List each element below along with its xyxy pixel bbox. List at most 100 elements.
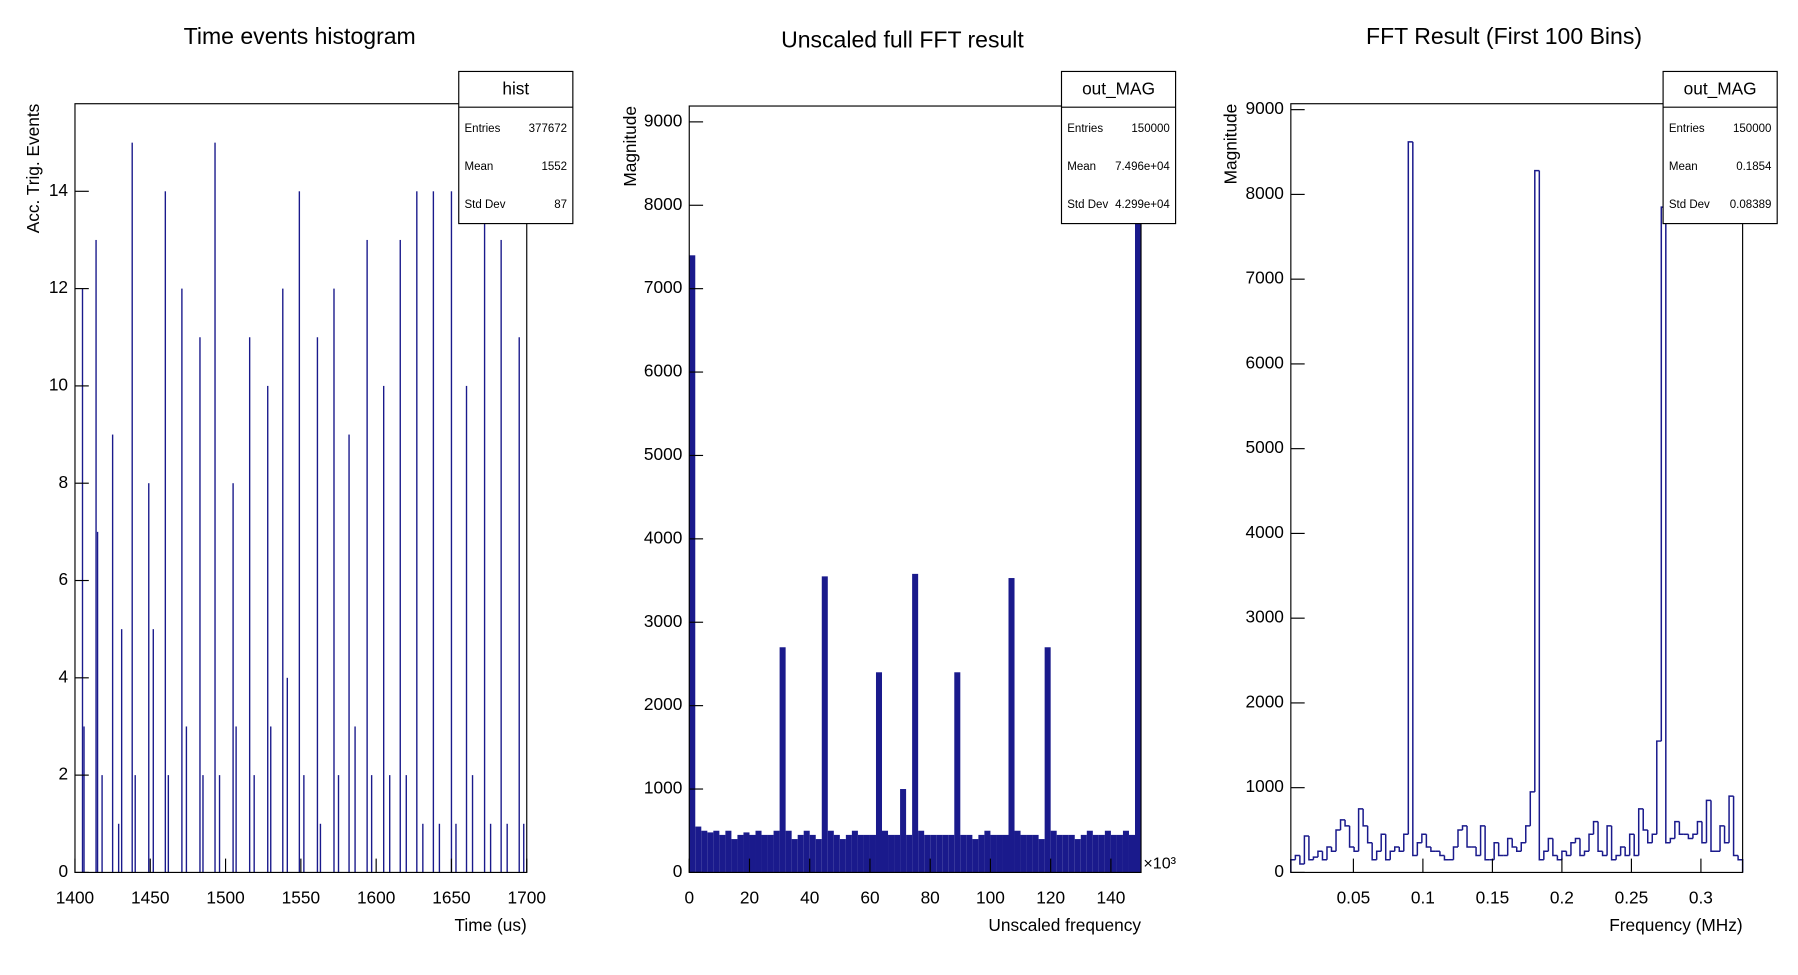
- bar: [882, 830, 889, 873]
- bar: [845, 834, 852, 873]
- bar: [785, 830, 792, 873]
- bar: [1443, 855, 1449, 861]
- bar: [235, 726, 237, 873]
- bar: [894, 834, 901, 873]
- bar: [1068, 834, 1075, 873]
- bar: [1303, 835, 1309, 864]
- bar: [1687, 834, 1693, 840]
- bar: [1737, 855, 1744, 873]
- bar: [743, 832, 750, 873]
- bar: [218, 775, 221, 873]
- bar: [167, 775, 170, 873]
- stats-label: Mean: [465, 161, 494, 173]
- bar: [232, 483, 234, 873]
- bar: [1122, 830, 1129, 873]
- y-tick-label: 0: [1274, 861, 1284, 881]
- bar: [1592, 820, 1599, 835]
- stats-value: 1552: [541, 161, 567, 173]
- bar: [1633, 834, 1639, 857]
- y-tick-label: 3000: [644, 611, 682, 631]
- bar: [1646, 830, 1653, 844]
- y-tick-label: 7000: [644, 277, 682, 297]
- bar: [1457, 829, 1463, 848]
- bar: [1299, 855, 1305, 865]
- bar: [1543, 850, 1549, 860]
- bar: [707, 832, 714, 873]
- bar: [966, 834, 973, 873]
- y-tick-label: 9000: [644, 110, 682, 130]
- bar: [1484, 825, 1490, 861]
- y-tick-label: 6: [58, 569, 68, 589]
- bar: [863, 834, 870, 873]
- bar: [1525, 825, 1531, 843]
- bar: [1678, 821, 1684, 836]
- x-tick-label: 40: [800, 887, 819, 907]
- y-tick-label: 1000: [644, 778, 682, 798]
- stats-box: [1060, 70, 1177, 225]
- y-tick-label: 4: [58, 666, 68, 686]
- bar: [755, 830, 762, 873]
- bar: [298, 191, 301, 873]
- bar: [450, 191, 453, 873]
- y-tick-label: 4000: [1246, 522, 1284, 542]
- bar: [1570, 842, 1576, 856]
- bar: [1696, 820, 1702, 835]
- bar: [815, 839, 822, 873]
- bar: [333, 288, 335, 873]
- bar: [749, 834, 756, 873]
- bar: [1579, 838, 1585, 857]
- stats-label: Entries: [465, 123, 501, 135]
- bar: [1044, 647, 1051, 873]
- bar: [214, 142, 216, 873]
- stats-box: [1662, 70, 1778, 225]
- bar: [1556, 855, 1562, 861]
- stats-title: out_MAG: [1684, 78, 1757, 98]
- y-tick-label: 9000: [1246, 98, 1284, 118]
- bar: [761, 834, 768, 873]
- y-tick-label: 1000: [1246, 776, 1284, 796]
- y-tick-label: 8000: [644, 194, 682, 214]
- bar: [1026, 834, 1033, 873]
- chart-title: Unscaled full FFT result: [781, 27, 1024, 53]
- bar: [199, 337, 201, 873]
- bar: [1583, 850, 1590, 856]
- bar: [996, 834, 1003, 873]
- bar: [833, 834, 840, 873]
- bar: [1098, 834, 1105, 873]
- bar: [181, 288, 183, 873]
- bar: [1656, 740, 1662, 835]
- bar: [389, 775, 391, 873]
- bar: [1339, 819, 1346, 831]
- bar: [1128, 834, 1135, 873]
- bar: [1371, 842, 1377, 861]
- bar: [1637, 808, 1644, 856]
- x-tick-label: 0.1: [1411, 887, 1435, 907]
- bar: [1366, 825, 1373, 844]
- bar: [282, 288, 284, 873]
- bar: [1439, 851, 1445, 857]
- bar: [489, 823, 492, 873]
- stats-value: 0.1854: [1736, 161, 1772, 173]
- bar: [1479, 825, 1486, 856]
- stats-value: 150000: [1733, 123, 1771, 135]
- bar: [1416, 842, 1422, 856]
- x-tick-label: 1600: [357, 887, 395, 907]
- x-tick-label: 1550: [282, 887, 320, 907]
- bar: [930, 834, 937, 873]
- x-tick-label: 0.3: [1689, 887, 1713, 907]
- bar: [803, 830, 810, 873]
- bar: [1321, 851, 1327, 861]
- bar: [1104, 830, 1111, 873]
- bar: [1348, 825, 1355, 848]
- x-tick-label: 80: [921, 887, 940, 907]
- bar: [111, 434, 114, 873]
- x-axis-label: Frequency (MHz): [1609, 915, 1742, 935]
- bar: [1642, 808, 1648, 831]
- bar: [354, 726, 356, 873]
- stats-box: [458, 70, 574, 225]
- y-tick-label: 4000: [644, 527, 682, 547]
- stats-label: Entries: [1669, 123, 1705, 135]
- bar: [1452, 846, 1458, 860]
- bar: [101, 775, 103, 873]
- bar: [990, 834, 997, 873]
